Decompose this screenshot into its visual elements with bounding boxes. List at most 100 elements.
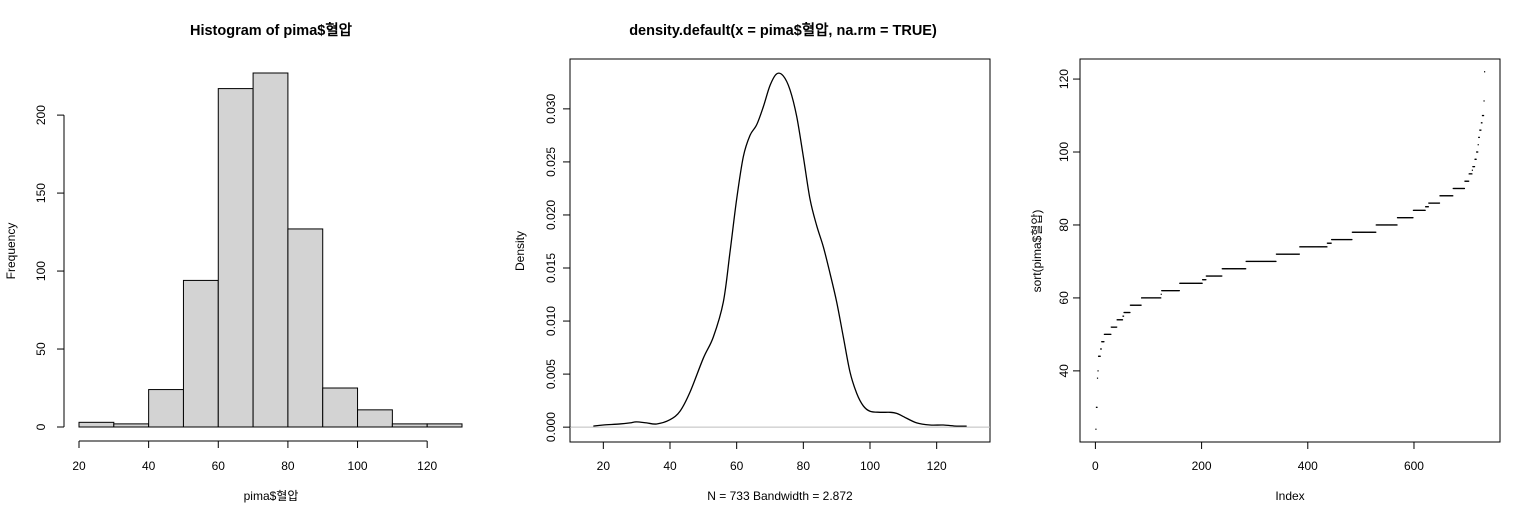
sorted-y-tick-label: 60	[1057, 291, 1071, 305]
sorted-point	[1483, 100, 1485, 102]
sorted-point	[1326, 246, 1328, 248]
histogram-y-tick-label: 50	[34, 342, 48, 356]
histogram-y-axis-label: Frequency	[4, 223, 18, 280]
sorted-point	[1160, 293, 1162, 295]
sorted-point	[1477, 144, 1479, 146]
density-title: density.default(x = pima$혈압, na.rm = TRU…	[629, 21, 937, 39]
sorted-point	[1473, 166, 1476, 168]
sorted-x-tick-label: 600	[1404, 459, 1424, 473]
density-y-tick-label: 0.020	[544, 200, 558, 230]
sorted-point	[1116, 326, 1118, 328]
sorted-x-axis-label: Index	[1275, 489, 1304, 503]
sorted-point	[1096, 377, 1099, 379]
density-y-tick-label: 0.010	[544, 306, 558, 336]
density-x-tick-label: 120	[927, 459, 947, 473]
sorted-point	[1221, 275, 1223, 277]
sorted-y-tick-label: 120	[1057, 69, 1071, 89]
sorted-point	[1121, 319, 1124, 321]
sorted-point	[1452, 195, 1454, 197]
density-y-tick-label: 0.015	[544, 253, 558, 283]
sorted-point	[1160, 297, 1162, 299]
histogram-bar	[252, 72, 289, 428]
histogram-bar	[357, 409, 393, 428]
sorted-point	[1298, 253, 1300, 255]
histogram-bar	[426, 423, 463, 428]
sorted-point	[1468, 180, 1470, 182]
sorted-point	[1178, 290, 1180, 292]
histogram-bar	[148, 389, 184, 428]
sorted-point	[1095, 428, 1097, 430]
histogram-bar	[182, 279, 219, 428]
sorted-point	[1471, 173, 1473, 175]
histogram-panel: Histogram of pima$혈압 pima$혈압 Frequency 2…	[4, 21, 463, 503]
density-y-tick-label: 0.030	[544, 94, 558, 124]
histogram-bar	[322, 387, 359, 428]
sorted-point	[1424, 209, 1426, 211]
sorted-point	[1412, 217, 1414, 219]
histogram-bar	[287, 228, 324, 428]
density-x-axis-label: N = 733 Bandwidth = 2.872	[707, 489, 853, 503]
histogram-bar	[217, 88, 254, 428]
histogram-x-axis-label: pima$혈압	[244, 489, 299, 503]
sorted-point	[1201, 282, 1203, 284]
sorted-point	[1099, 355, 1101, 357]
sorted-point	[1275, 260, 1277, 263]
histogram-x-tick-label: 20	[72, 459, 86, 473]
sorted-y-axis-label: sort(pima$혈압)	[1030, 210, 1044, 293]
histogram-y-tick-label: 0	[34, 423, 48, 430]
histogram-y-tick-label: 100	[34, 261, 48, 281]
density-x-tick-label: 40	[663, 459, 677, 473]
density-x-tick-label: 60	[730, 459, 744, 473]
sorted-point	[1475, 158, 1477, 160]
sorted-point	[1140, 304, 1142, 306]
sorted-point	[1245, 268, 1247, 270]
density-x-tick-label: 20	[597, 459, 611, 473]
sorted-point	[1097, 370, 1099, 372]
density-y-tick-label: 0.000	[544, 412, 558, 442]
density-panel: density.default(x = pima$혈압, na.rm = TRU…	[513, 21, 991, 503]
sorted-point	[1463, 187, 1466, 190]
sorted-point	[1438, 202, 1441, 204]
histogram-x-tick-label: 80	[281, 459, 295, 473]
sorted-point	[1100, 348, 1102, 350]
histogram-bar	[391, 423, 428, 428]
sorted-point	[1205, 279, 1207, 281]
density-y-tick-label: 0.025	[544, 147, 558, 177]
sorted-y-tick-label: 40	[1057, 364, 1071, 378]
sorted-x-tick-label: 0	[1092, 459, 1099, 473]
density-y-axis-label: Density	[513, 231, 527, 271]
histogram-x-tick-label: 120	[417, 459, 437, 473]
sorted-point	[1375, 231, 1377, 233]
histogram-y-tick-label: 150	[34, 183, 48, 203]
sorted-point	[1481, 122, 1483, 124]
sorted-y-tick-label: 80	[1057, 218, 1071, 232]
sorted-point	[1427, 206, 1429, 208]
sorted-point	[1129, 311, 1131, 314]
histogram-x-tick-label: 60	[212, 459, 226, 473]
density-x-tick-label: 80	[797, 459, 811, 473]
sorted-x-tick-label: 200	[1192, 459, 1212, 473]
sorted-point	[1480, 129, 1482, 131]
sorted-point	[1484, 71, 1486, 73]
sorted-point	[1482, 114, 1485, 117]
histogram-x-tick-label: 100	[348, 459, 368, 473]
sorted-x-tick-label: 400	[1298, 459, 1318, 473]
sorted-point	[1096, 406, 1098, 408]
sorted-point	[1330, 242, 1332, 244]
histogram-x-tick-label: 40	[142, 459, 156, 473]
sorted-point	[1351, 238, 1353, 241]
sorted-values-panel: Index sort(pima$혈압) 0 200 400 600 40 60 80 100 1…	[1030, 58, 1501, 503]
density-x-tick-label: 100	[860, 459, 880, 473]
sorted-point	[1110, 333, 1112, 335]
sorted-point	[1396, 224, 1398, 226]
histogram-bar	[78, 421, 115, 428]
histogram-bar	[113, 423, 150, 428]
sorted-point	[1471, 169, 1473, 171]
histogram-y-tick-label: 200	[34, 105, 48, 125]
density-curve	[593, 72, 967, 427]
sorted-point	[1478, 136, 1480, 139]
histogram-title: Histogram of pima$혈압	[190, 21, 353, 39]
sorted-point	[1122, 315, 1125, 317]
sorted-point	[1477, 151, 1479, 153]
